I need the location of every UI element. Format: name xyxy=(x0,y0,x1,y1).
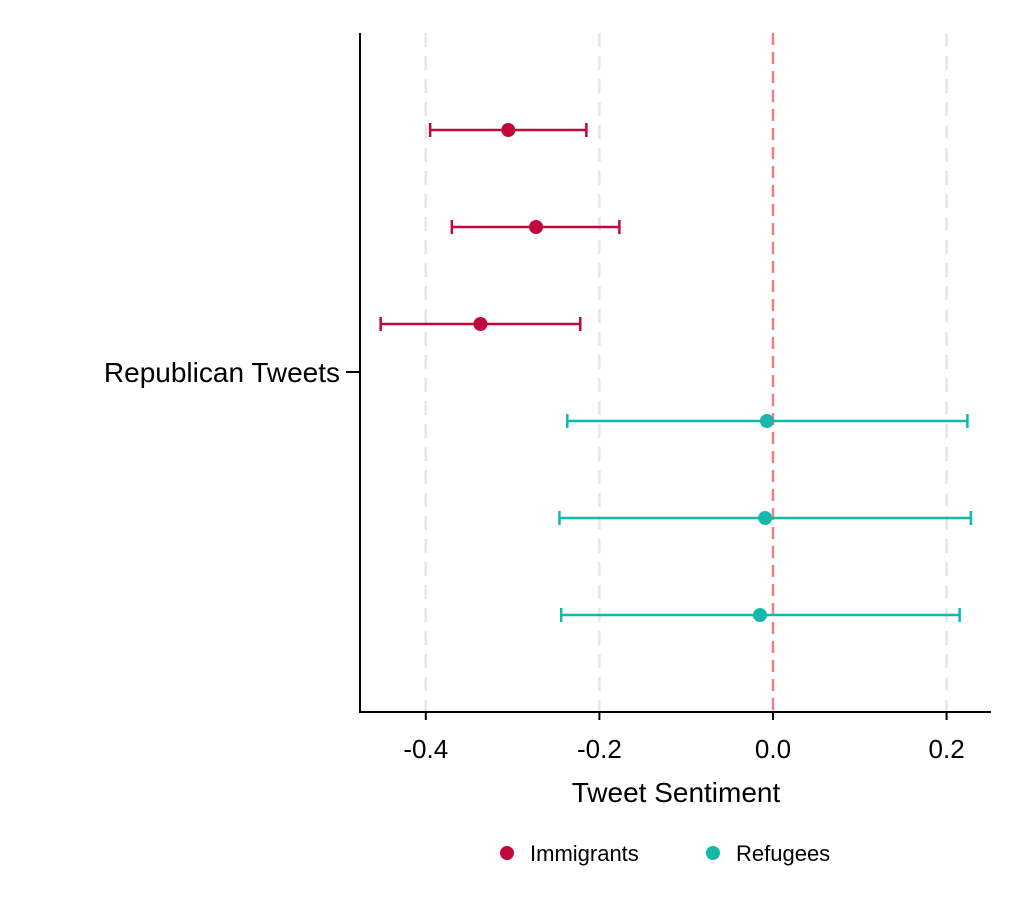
point-estimate xyxy=(501,123,516,137)
x-tick-label: -0.4 xyxy=(403,734,448,764)
estimate-immigrants-1 xyxy=(428,123,588,137)
point-estimate xyxy=(473,317,488,331)
estimate-immigrants-3 xyxy=(379,317,582,331)
x-axis-title: Tweet Sentiment xyxy=(572,777,781,808)
grid-lines xyxy=(424,33,948,712)
x-tick-label: 0.2 xyxy=(929,734,965,764)
x-tick-label: 0.0 xyxy=(755,734,791,764)
category-labels: Republican Tweets xyxy=(104,357,360,388)
series-points xyxy=(379,123,973,622)
legend: Immigrants Refugees xyxy=(500,841,830,866)
legend-label: Refugees xyxy=(736,841,830,866)
legend-marker xyxy=(706,846,720,860)
axes xyxy=(359,33,991,713)
y-category-label: Republican Tweets xyxy=(104,357,340,388)
point-estimate xyxy=(752,608,767,622)
legend-item-refugees: Refugees xyxy=(706,841,830,866)
x-tick-label: -0.2 xyxy=(577,734,622,764)
x-ticks: -0.4 -0.2 0.0 0.2 xyxy=(403,712,965,764)
estimate-immigrants-2 xyxy=(450,220,621,234)
legend-item-immigrants: Immigrants xyxy=(500,841,639,866)
estimate-refugees-2 xyxy=(558,511,973,525)
estimate-refugees-1 xyxy=(566,414,969,428)
legend-label: Immigrants xyxy=(530,841,639,866)
legend-marker xyxy=(500,846,514,860)
point-estimate xyxy=(529,220,544,234)
point-estimate xyxy=(759,414,774,428)
estimate-refugees-3 xyxy=(559,608,961,622)
point-estimate xyxy=(758,511,773,525)
